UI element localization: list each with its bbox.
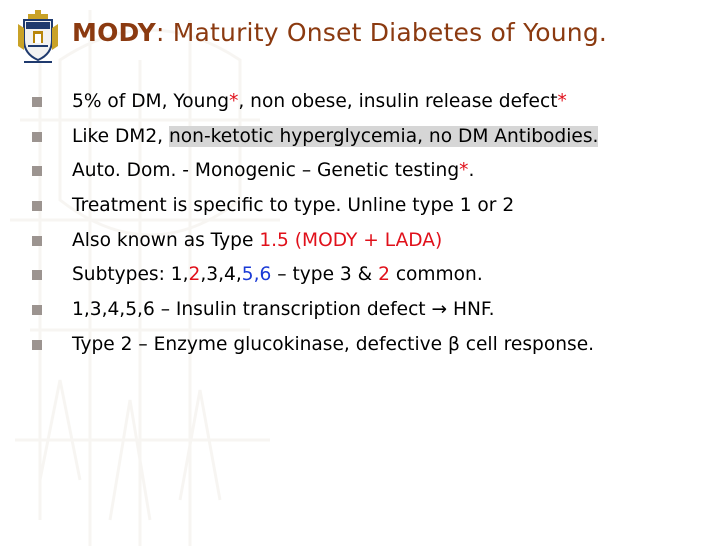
asterisk-mark: * (557, 91, 567, 112)
right-arrow-icon: → (431, 299, 448, 321)
square-bullet-icon (32, 305, 42, 316)
bullet-item-5: Also known as Type 1.5 (MODY + LADA) (16, 224, 720, 259)
bullet-item-8: Type 2 – Enzyme glucokinase, defective β… (16, 328, 720, 363)
highlighted-text: non-ketotic hyperglycemia, no DM Antibod… (169, 125, 599, 147)
bullet-item-3: Auto. Dom. - Monogenic – Genetic testing… (16, 154, 720, 189)
square-bullet-icon (32, 131, 42, 142)
bullet-item-2: Like DM2, non-ketotic hyperglycemia, no … (16, 120, 720, 155)
square-bullet-icon (32, 166, 42, 177)
asterisk-mark: * (459, 160, 469, 182)
square-bullet-icon (32, 235, 42, 246)
title-bold: MODY (72, 18, 156, 47)
bullet-item-7: 1,3,4,5,6 – Insulin transcription defect… (16, 293, 720, 328)
title-rest: : Maturity Onset Diabetes of Young. (155, 18, 608, 47)
bullet-list: 5% of DM, Young*, non obese, insulin rel… (16, 85, 720, 363)
square-bullet-icon (32, 201, 42, 212)
bullet-item-6: Subtypes: 1,2,3,4,5,6 – type 3 & 2 commo… (16, 258, 720, 293)
square-bullet-icon (32, 97, 42, 107)
slide-title: MODY: Maturity Onset Diabetes of Young. (72, 18, 607, 47)
type-1-5-note: 1.5 (MODY + LADA) (259, 229, 443, 251)
university-crest-icon (18, 10, 58, 63)
bullet-item-4: Treatment is specific to type. Unline ty… (16, 189, 720, 224)
asterisk-mark: * (229, 91, 239, 112)
square-bullet-icon (32, 270, 42, 281)
square-bullet-icon (32, 339, 42, 350)
bullet-item-1: 5% of DM, Young*, non obese, insulin rel… (16, 85, 720, 120)
